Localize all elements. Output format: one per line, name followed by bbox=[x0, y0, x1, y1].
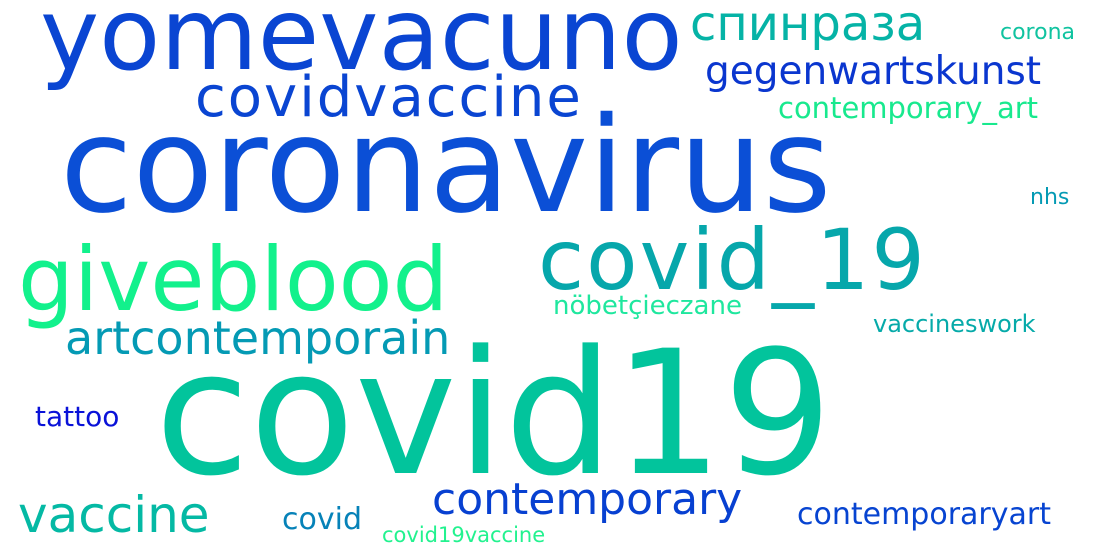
word-spinraza: спинраза bbox=[690, 0, 926, 52]
word-giveblood: giveblood bbox=[18, 228, 449, 331]
word-coronavirus: coronavirus bbox=[60, 89, 832, 243]
word-tattoo: tattoo bbox=[35, 400, 120, 433]
word-covid19: covid19 bbox=[155, 313, 833, 514]
word-contemporary-art: contemporary_art bbox=[778, 91, 1039, 125]
word-yomevacuno: yomevacuno bbox=[40, 0, 683, 93]
word-contemporaryart: contemporaryart bbox=[797, 497, 1051, 532]
word-covid: covid bbox=[282, 502, 362, 537]
word-nhs: nhs bbox=[1030, 185, 1070, 210]
word-corona: corona bbox=[1000, 20, 1076, 45]
word-vaccine: vaccine bbox=[18, 486, 210, 544]
word-covidvaccine: covidvaccine bbox=[195, 65, 583, 130]
word-covid-19: covid_19 bbox=[538, 211, 927, 309]
word-covid19vaccine: covid19vaccine bbox=[382, 523, 546, 547]
word-gegenwartskunst: gegenwartskunst bbox=[705, 49, 1042, 94]
word-vaccineswork: vaccineswork bbox=[873, 310, 1036, 338]
word-artcontemporain: artcontemporain bbox=[65, 311, 451, 365]
word-nobetcieczane: nöbetçieczane bbox=[553, 291, 742, 321]
word-contemporary: contemporary bbox=[432, 474, 743, 525]
